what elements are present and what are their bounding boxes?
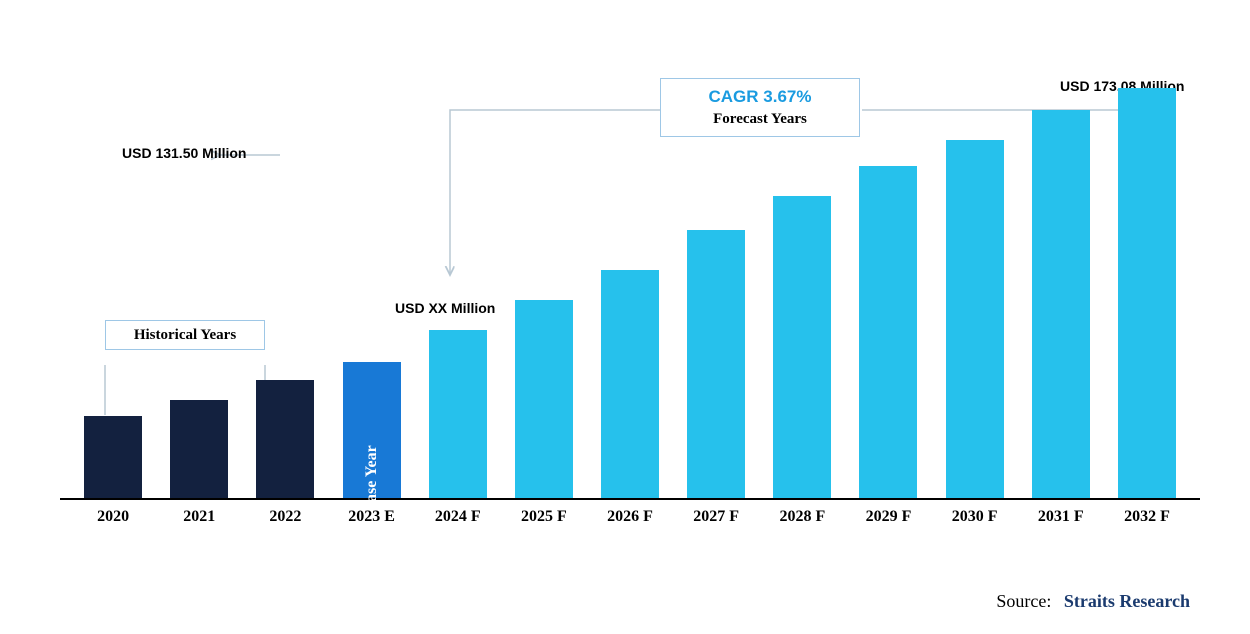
bar-2030-f [946,140,1004,498]
bar-2026-f [601,270,659,498]
x-label: 2028 F [759,508,845,526]
bar-2021 [170,400,228,498]
source-line: Source: Straits Research [996,591,1190,612]
bar-2029-f [859,166,917,498]
x-label: 2024 F [415,508,501,526]
bar-2025-f [515,300,573,498]
bar-2028-f [773,196,831,498]
x-label: 2032 F [1104,508,1190,526]
x-label: 2021 [156,508,242,526]
bar-2031-f [1032,110,1090,498]
x-label: 2030 F [932,508,1018,526]
x-label: 2027 F [673,508,759,526]
bar-slot [501,58,587,498]
bar-slot [1018,58,1104,498]
x-label: 2022 [242,508,328,526]
bars-group: Base Year [60,58,1200,498]
source-prefix: Source: [996,591,1051,611]
bar-slot [932,58,1018,498]
bar-slot [156,58,242,498]
bar-slot [845,58,931,498]
bar-slot [70,58,156,498]
x-label: 2026 F [587,508,673,526]
x-label: 2023 E [328,508,414,526]
bar-2027-f [687,230,745,498]
source-name: Straits Research [1064,591,1190,611]
bar-slot [759,58,845,498]
x-axis-labels: 2020202120222023 E2024 F2025 F2026 F2027… [60,508,1200,526]
bar-2023-e: Base Year [343,362,401,498]
x-label: 2025 F [501,508,587,526]
plot-area: Base Year [60,60,1200,500]
bar-slot [587,58,673,498]
base-year-label: Base Year [363,445,381,512]
chart-container: Base Year 2020202120222023 E2024 F2025 F… [60,60,1200,540]
x-label: 2029 F [845,508,931,526]
bar-2022 [256,380,314,498]
bar-slot [673,58,759,498]
bar-slot [242,58,328,498]
x-label: 2031 F [1018,508,1104,526]
bar-slot [415,58,501,498]
bar-slot [1104,58,1190,498]
bar-2024-f [429,330,487,498]
bar-slot: Base Year [328,58,414,498]
bar-2020 [84,416,142,498]
x-label: 2020 [70,508,156,526]
bar-2032-f [1118,88,1176,498]
